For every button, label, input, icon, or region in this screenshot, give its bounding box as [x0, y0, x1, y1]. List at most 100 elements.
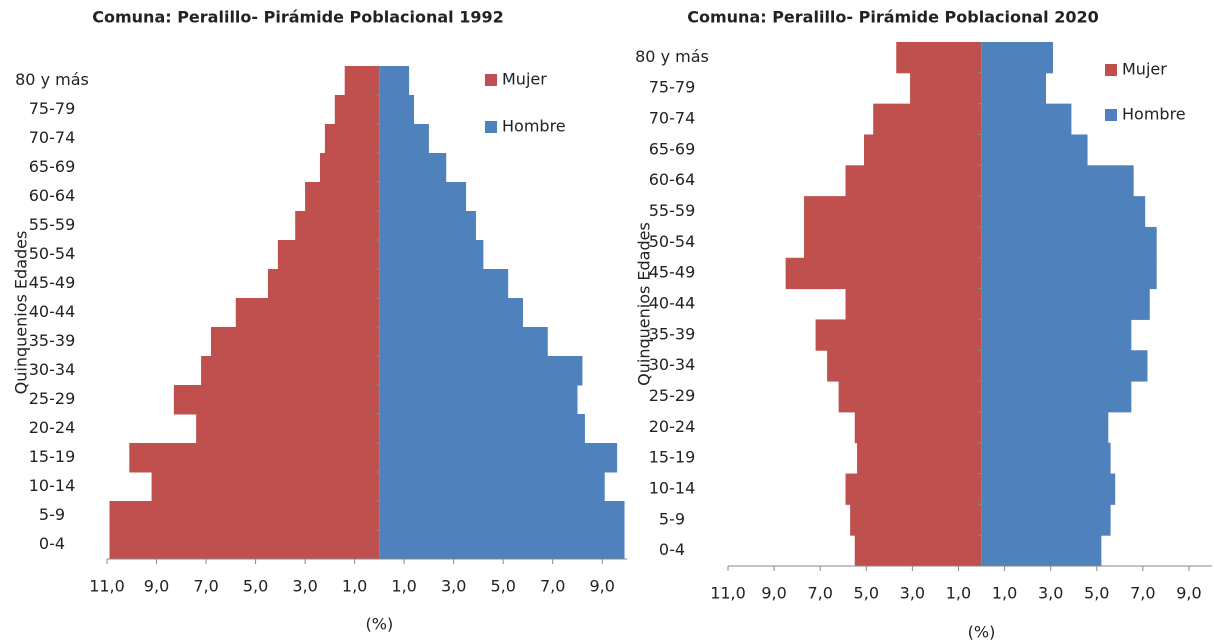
legend-swatch	[485, 74, 497, 86]
y-tick-label: 70-74	[649, 109, 696, 128]
bar	[379, 240, 484, 270]
x-tick-label: 1,0	[946, 584, 971, 603]
bar	[235, 298, 380, 328]
bar	[981, 42, 1053, 74]
bar	[379, 530, 625, 560]
y-tick-label: 40-44	[649, 294, 696, 313]
bar	[334, 95, 380, 125]
x-tick-label: 1,0	[342, 577, 367, 596]
legend-label: Hombre	[502, 117, 566, 136]
bar	[815, 319, 982, 351]
bar	[344, 66, 380, 96]
y-tick-label: 25-29	[29, 389, 76, 408]
y-tick-label: 80 y más	[15, 70, 89, 89]
y-tick-label: 40-44	[29, 302, 76, 321]
y-tick-label: 0-4	[39, 534, 65, 553]
bar	[379, 385, 578, 415]
bar	[910, 72, 982, 105]
y-tick-label: 45-49	[649, 263, 696, 282]
x-tick-label: 3,0	[441, 577, 466, 596]
y-tick-label: 50-54	[29, 244, 76, 263]
x-tick-label: 9,0	[144, 577, 169, 596]
bar	[211, 327, 380, 357]
bar	[981, 381, 1132, 413]
bar	[854, 535, 982, 567]
bar	[981, 103, 1072, 135]
legend-label: Mujer	[1122, 60, 1167, 79]
bar	[981, 288, 1150, 320]
x-tick-label: 7,0	[807, 584, 832, 603]
y-tick-label: 35-39	[649, 324, 696, 343]
x-axis-label: (%)	[366, 615, 394, 634]
bar	[981, 504, 1111, 536]
chart-title: Comuna: Peralillo- Pirámide Poblacional …	[687, 8, 1098, 27]
x-tick-label: 5,0	[1084, 584, 1109, 603]
x-tick-label: 3,0	[900, 584, 925, 603]
bar	[981, 350, 1148, 382]
x-tick-label: 7,0	[540, 577, 565, 596]
bar	[854, 411, 982, 444]
x-tick-label: 11,0	[89, 577, 125, 596]
bar	[896, 42, 982, 74]
bar	[857, 442, 982, 475]
x-tick-label: 7,0	[193, 577, 218, 596]
bar	[379, 472, 605, 502]
bar	[173, 385, 380, 415]
x-tick-label: 11,0	[710, 584, 746, 603]
y-tick-label: 35-39	[29, 331, 76, 350]
bar	[845, 473, 982, 505]
y-tick-label: 25-29	[649, 386, 696, 405]
y-tick-label: 50-54	[649, 232, 696, 251]
y-tick-label: 65-69	[649, 139, 696, 158]
bar	[981, 165, 1134, 197]
bar	[981, 226, 1157, 259]
x-tick-label: 9,0	[590, 577, 615, 596]
bar	[196, 414, 380, 444]
bar	[981, 319, 1132, 351]
x-tick-label: 5,0	[854, 584, 879, 603]
y-tick-label: 55-59	[649, 201, 696, 220]
y-tick-label: 70-74	[29, 128, 76, 147]
bar	[324, 124, 380, 154]
bar	[151, 472, 380, 502]
legend-label: Hombre	[1122, 105, 1186, 124]
y-tick-label: 20-24	[649, 417, 696, 436]
pyramid-chart: Comuna: Peralillo- Pirámide Poblacional …	[635, 8, 1212, 642]
y-axis-label: Quinquenios Edades	[12, 231, 31, 395]
bar	[981, 196, 1146, 228]
bar	[379, 414, 585, 444]
x-tick-label: 9,0	[1176, 584, 1201, 603]
bar	[379, 356, 583, 386]
bar	[109, 530, 380, 560]
y-tick-label: 45-49	[29, 273, 76, 292]
bar	[379, 327, 548, 357]
bar	[804, 196, 982, 228]
legend-label: Mujer	[502, 70, 547, 89]
bar	[379, 443, 618, 473]
y-tick-label: 5-9	[39, 505, 65, 524]
y-axis-label: Quinquenios Edades	[635, 222, 654, 386]
chart-title: Comuna: Peralillo- Pirámide Poblacional …	[92, 8, 503, 27]
legend-swatch	[1105, 109, 1117, 121]
bar	[838, 381, 982, 413]
bar	[981, 72, 1047, 105]
bar	[201, 356, 380, 386]
bar	[379, 182, 467, 212]
bar	[379, 66, 410, 96]
y-tick-label: 30-34	[29, 360, 76, 379]
bar	[267, 269, 380, 299]
x-tick-label: 5,0	[243, 577, 268, 596]
y-tick-label: 60-64	[29, 186, 76, 205]
bar	[379, 269, 509, 299]
y-tick-label: 20-24	[29, 418, 76, 437]
bar	[129, 443, 380, 473]
bar	[305, 182, 380, 212]
y-tick-label: 10-14	[29, 476, 76, 495]
y-tick-label: 75-79	[649, 78, 696, 97]
bar	[379, 211, 476, 241]
bar	[981, 411, 1109, 444]
bar	[295, 211, 380, 241]
y-tick-label: 15-19	[29, 447, 76, 466]
x-tick-label: 1,0	[992, 584, 1017, 603]
